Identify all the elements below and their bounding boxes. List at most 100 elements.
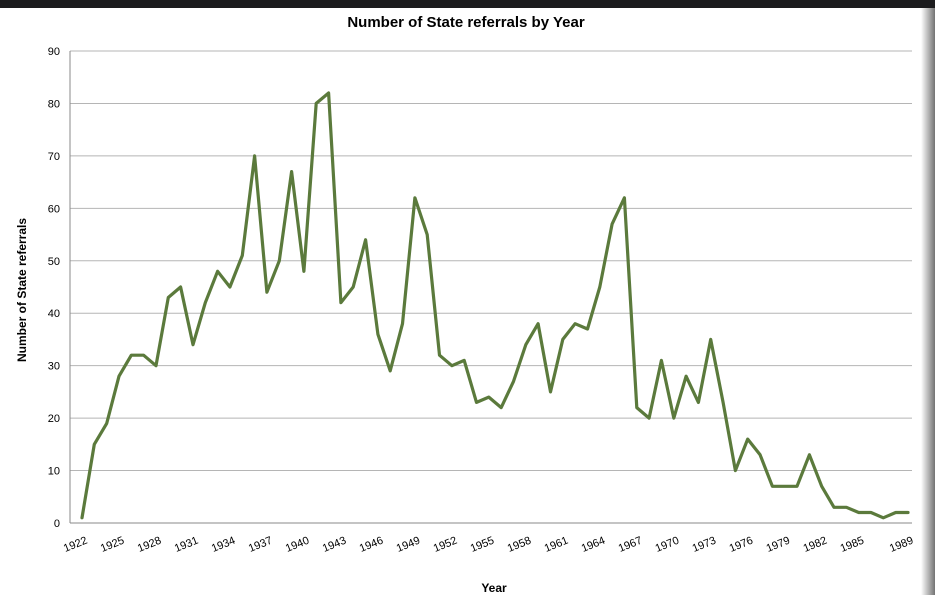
data-point-1963 [586, 327, 589, 330]
x-tick-label: 1967 [617, 535, 644, 555]
data-point-1952 [450, 364, 453, 367]
data-point-1936 [253, 154, 256, 157]
data-point-1939 [290, 170, 293, 173]
data-point-1980 [795, 485, 798, 488]
data-point-1966 [623, 196, 626, 199]
x-tick-label: 1955 [469, 535, 496, 555]
data-point-1979 [783, 485, 786, 488]
x-tick-label: 1928 [136, 535, 163, 555]
series-group [80, 91, 910, 520]
data-point-1955 [487, 396, 490, 399]
data-point-1935 [241, 254, 244, 257]
x-tick-label: 1982 [802, 535, 829, 555]
data-point-1981 [808, 453, 811, 456]
data-point-1987 [882, 516, 885, 519]
data-point-1971 [684, 375, 687, 378]
data-point-1931 [191, 343, 194, 346]
data-point-1964 [598, 285, 601, 288]
data-point-1938 [278, 259, 281, 262]
y-axis-ticks: 0 10 20 30 40 50 60 70 80 90 [48, 46, 60, 530]
data-point-1968 [648, 417, 651, 420]
y-tick-label: 50 [48, 256, 60, 268]
gridlines [69, 50, 912, 524]
data-point-1982 [820, 485, 823, 488]
data-point-1973 [709, 338, 712, 341]
data-point-1974 [721, 401, 724, 404]
x-tick-label: 1970 [654, 535, 681, 555]
x-tick-label: 1940 [284, 535, 311, 555]
data-point-1940 [302, 270, 305, 273]
x-tick-label: 1976 [728, 535, 755, 555]
data-point-1985 [857, 511, 860, 514]
data-point-1984 [845, 506, 848, 509]
y-tick-label: 40 [48, 308, 60, 320]
data-point-1961 [561, 338, 564, 341]
x-tick-label: 1934 [210, 535, 237, 555]
data-point-1983 [832, 506, 835, 509]
x-axis-ticks: 1922 1925 1928 1931 1934 1937 1940 1943 1946 1949… [62, 535, 915, 555]
x-tick-label: 1979 [765, 535, 792, 555]
data-point-1948 [401, 322, 404, 325]
data-point-1922 [80, 516, 83, 519]
data-point-1950 [426, 233, 429, 236]
chart-title: Number of State referrals by Year [347, 14, 584, 31]
data-point-1937 [265, 291, 268, 294]
x-tick-label: 1922 [62, 535, 89, 555]
x-tick-label: 1937 [247, 535, 274, 555]
data-point-1954 [475, 401, 478, 404]
x-tick-label: 1985 [839, 535, 866, 555]
data-point-1969 [660, 359, 663, 362]
x-tick-label: 1946 [358, 535, 385, 555]
data-point-1926 [130, 354, 133, 357]
data-point-1934 [228, 285, 231, 288]
data-point-1988 [894, 511, 897, 514]
y-tick-label: 0 [54, 518, 60, 530]
data-point-1941 [315, 102, 318, 105]
data-point-1978 [771, 485, 774, 488]
y-tick-label: 90 [48, 46, 60, 58]
data-point-1960 [549, 390, 552, 393]
data-point-1953 [463, 359, 466, 362]
x-tick-label: 1952 [432, 535, 459, 555]
y-tick-label: 70 [48, 151, 60, 163]
data-point-1933 [216, 270, 219, 273]
data-point-1925 [117, 375, 120, 378]
data-point-1932 [204, 301, 207, 304]
y-tick-label: 80 [48, 98, 60, 110]
data-point-1986 [869, 511, 872, 514]
data-point-1946 [376, 333, 379, 336]
x-tick-label: 1973 [691, 535, 718, 555]
data-point-1947 [389, 369, 392, 372]
x-tick-label: 1958 [506, 535, 533, 555]
data-point-1977 [758, 453, 761, 456]
data-point-1929 [167, 296, 170, 299]
x-tick-label: 1943 [321, 535, 348, 555]
y-tick-label: 10 [48, 466, 60, 478]
data-point-1928 [154, 364, 157, 367]
chart-frame [0, 8, 935, 595]
data-point-1944 [352, 285, 355, 288]
data-point-1924 [105, 422, 108, 425]
y-axis-title: Number of State referrals [15, 218, 29, 362]
data-point-1965 [611, 222, 614, 225]
x-tick-label: 1931 [173, 535, 200, 555]
data-point-1962 [574, 322, 577, 325]
x-tick-label: 1949 [395, 535, 422, 555]
series-line [80, 91, 910, 520]
data-point-1957 [512, 380, 515, 383]
data-point-1923 [93, 443, 96, 446]
data-point-1967 [635, 406, 638, 409]
data-point-1945 [364, 238, 367, 241]
y-tick-label: 20 [48, 413, 60, 425]
data-point-1927 [142, 354, 145, 357]
x-tick-label: 1961 [543, 535, 570, 555]
data-point-1956 [500, 406, 503, 409]
data-point-1989 [906, 511, 909, 514]
y-tick-label: 30 [48, 361, 60, 373]
x-tick-label: 1925 [99, 535, 126, 555]
data-point-1943 [339, 301, 342, 304]
data-point-1970 [672, 417, 675, 420]
data-point-1972 [697, 401, 700, 404]
data-point-1942 [327, 91, 330, 94]
